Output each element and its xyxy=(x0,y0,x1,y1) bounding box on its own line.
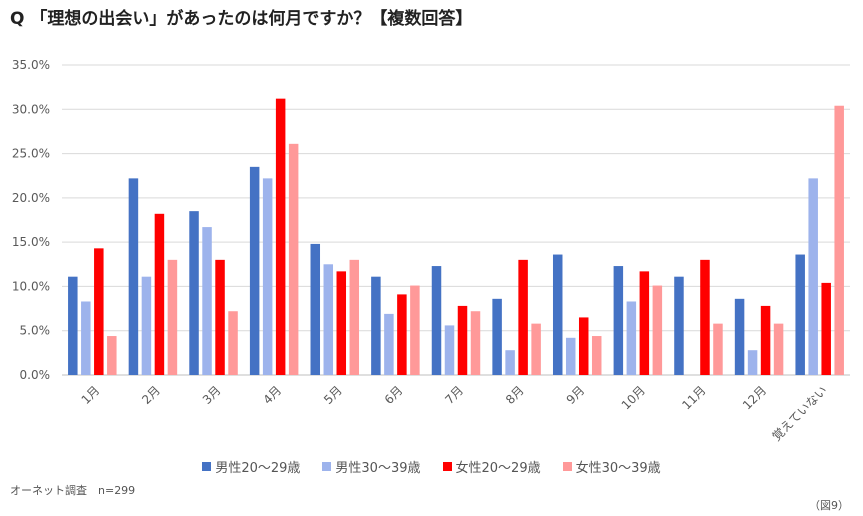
bar xyxy=(431,266,442,375)
x-tick-label: 8月 xyxy=(503,383,527,407)
bar xyxy=(578,317,589,375)
x-tick-label: 1月 xyxy=(79,383,103,407)
x-tick-label: 6月 xyxy=(382,383,406,407)
bar xyxy=(262,178,273,375)
y-tick-label: 5.0% xyxy=(20,324,51,338)
bar xyxy=(202,227,212,375)
x-tick-label: 覚えていない xyxy=(769,383,829,443)
legend-item-series-1: 男性20〜29歳 xyxy=(202,457,300,476)
bar xyxy=(773,323,784,375)
bar xyxy=(128,178,139,375)
x-tick-label: 2月 xyxy=(139,383,163,407)
y-tick-label: 30.0% xyxy=(12,102,50,116)
bar xyxy=(68,276,78,375)
bar xyxy=(288,143,299,375)
bar xyxy=(141,276,152,375)
bar xyxy=(275,98,286,376)
bar xyxy=(760,305,771,375)
bar xyxy=(505,350,515,375)
legend-label: 女性20〜29歳 xyxy=(455,461,541,476)
bar xyxy=(397,294,407,375)
bar xyxy=(795,254,805,375)
bar xyxy=(674,276,684,375)
bar xyxy=(107,336,117,375)
legend-label: 女性30〜39歳 xyxy=(575,461,661,476)
legend-item-series-4: 女性30〜39歳 xyxy=(562,457,661,476)
bar xyxy=(371,276,381,375)
figure-label: （図9） xyxy=(809,499,849,512)
bar xyxy=(470,311,481,375)
bar xyxy=(410,285,420,375)
x-tick-label: 11月 xyxy=(679,383,708,412)
legend-item-series-2: 男性30〜39歳 xyxy=(322,457,421,476)
bar xyxy=(518,259,528,375)
bar xyxy=(652,285,663,375)
y-tick-label: 25.0% xyxy=(12,147,50,161)
legend: 男性20〜29歳 男性30〜39歳 女性20〜29歳 女性30〜39歳 xyxy=(0,457,863,476)
bar xyxy=(834,105,844,375)
bar xyxy=(626,301,637,375)
y-tick-label: 15.0% xyxy=(12,235,50,249)
x-tick-label: 9月 xyxy=(564,383,588,407)
bar xyxy=(747,350,758,375)
bar xyxy=(808,178,818,375)
bar xyxy=(189,211,199,375)
bar xyxy=(492,298,502,375)
bar xyxy=(215,259,225,375)
legend-item-series-3: 女性20〜29歳 xyxy=(442,457,541,476)
bar xyxy=(249,166,260,375)
bar xyxy=(613,266,624,375)
legend-label: 男性30〜39歳 xyxy=(335,461,421,476)
page-title: Q 「理想の出会い」があったのは何月ですか？【複数回答】 xyxy=(10,9,473,29)
bar xyxy=(821,282,831,375)
x-tick-label: 4月 xyxy=(260,383,284,407)
legend-label: 男性20〜29歳 xyxy=(215,461,301,476)
bar xyxy=(531,323,541,375)
bar xyxy=(81,301,91,375)
legend-swatch xyxy=(562,462,572,471)
bar xyxy=(167,259,178,375)
legend-swatch xyxy=(202,462,212,471)
y-tick-label: 0.0% xyxy=(20,368,51,382)
bar xyxy=(639,271,650,375)
bar xyxy=(154,213,165,375)
bar xyxy=(444,325,455,375)
bar xyxy=(384,313,394,375)
x-tick-label: 10月 xyxy=(619,383,648,412)
legend-swatch xyxy=(322,462,332,471)
bar xyxy=(700,259,710,375)
y-tick-label: 10.0% xyxy=(12,279,50,293)
bar xyxy=(336,271,347,375)
bar xyxy=(734,298,745,375)
y-tick-label: 20.0% xyxy=(12,191,50,205)
bar xyxy=(349,259,360,375)
bar xyxy=(713,323,723,375)
legend-swatch xyxy=(442,462,452,471)
bar xyxy=(323,264,334,375)
bar xyxy=(228,311,238,375)
source-note: オーネット調査 n=299 xyxy=(10,484,136,497)
x-tick-label: 12月 xyxy=(740,383,769,412)
bar xyxy=(94,248,104,375)
y-tick-label: 35.0% xyxy=(12,58,50,72)
bar xyxy=(457,305,468,375)
x-tick-label: 3月 xyxy=(200,383,224,407)
bar xyxy=(310,243,321,375)
bar xyxy=(552,254,563,375)
bar xyxy=(591,336,602,375)
x-tick-label: 7月 xyxy=(442,383,466,407)
bar xyxy=(565,337,576,375)
x-tick-label: 5月 xyxy=(321,383,345,407)
